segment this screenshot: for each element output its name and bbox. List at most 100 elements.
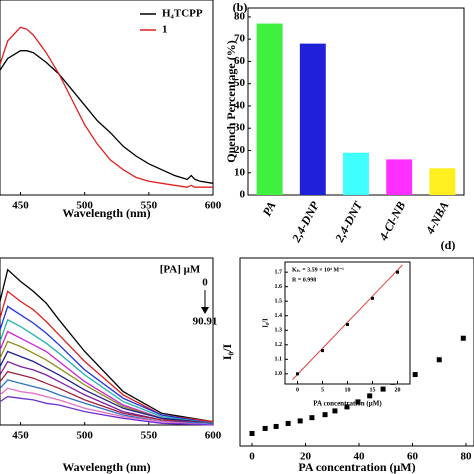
y-tick-label: 70 <box>234 33 246 45</box>
x-tick-label: 600 <box>205 200 222 212</box>
y-tick-label: 10 <box>234 166 246 178</box>
y-axis-label: Quench Percentage (%) <box>224 40 238 162</box>
x-tick-label: 10 <box>345 387 351 393</box>
x-tick-label: 500 <box>76 200 93 212</box>
y-axis-label: I₀/I <box>262 318 270 328</box>
y-tick-label: 1.4 <box>275 313 283 319</box>
point <box>321 349 324 353</box>
y-tick-label: 1.7 <box>275 270 283 276</box>
series-line <box>0 387 214 426</box>
panel-label: (b) <box>233 0 248 14</box>
y-tick-label: 1.0 <box>275 371 283 377</box>
y-tick-label: 50 <box>234 77 246 89</box>
x-axis-label: PA concentration (μM) <box>313 400 382 408</box>
point <box>355 399 361 405</box>
x-tick-label: 450 <box>12 200 29 212</box>
y-tick-label: 1.3 <box>275 328 283 334</box>
y-tick-label: 30 <box>234 122 246 134</box>
x-tick-label: 20 <box>395 387 401 393</box>
bar <box>299 43 326 195</box>
x-tick-label: 5 <box>321 387 324 393</box>
point <box>436 357 442 363</box>
x-tick-label: 0 <box>249 451 255 463</box>
y-axis-label: I₀/I <box>220 344 234 361</box>
annotation: 0 <box>202 277 208 289</box>
annotation: [PA] μM <box>160 264 201 276</box>
point <box>367 393 373 399</box>
series-line <box>0 370 214 424</box>
x-axis-label: PA concentration (μM) <box>298 460 415 474</box>
point <box>296 372 299 376</box>
annotation: R = 0.998 <box>292 277 316 283</box>
point <box>344 404 350 410</box>
x-axis-label: Wavelength (nm) <box>62 206 150 220</box>
y-tick-label: 40 <box>234 99 246 111</box>
point <box>273 423 279 429</box>
y-tick-label: 1.2 <box>275 342 283 348</box>
series-line <box>0 395 214 426</box>
legend-label: 1 <box>162 24 168 36</box>
legend-label: H₄TCPP <box>162 8 203 20</box>
x-tick-label: PA <box>260 199 279 218</box>
annotation: 90.91 <box>193 316 218 328</box>
x-tick-label: 0 <box>296 387 299 393</box>
x-tick-label: 550 <box>141 430 158 442</box>
series-line <box>0 26 213 188</box>
bar <box>386 159 413 195</box>
point <box>285 420 291 426</box>
x-tick-label: 4-NBA <box>422 199 451 237</box>
x-tick-label: 450 <box>12 430 29 442</box>
x-tick-label: 500 <box>76 430 93 442</box>
y-tick-label: 60 <box>234 55 246 67</box>
series-line <box>0 318 214 424</box>
x-tick-label: 60 <box>407 451 419 463</box>
series-line <box>0 379 214 424</box>
y-tick-label: 80 <box>234 10 246 22</box>
series-line <box>0 360 214 424</box>
series-line <box>0 290 214 423</box>
series-line <box>0 50 214 184</box>
x-tick-label: 40 <box>354 451 366 463</box>
plot-frame <box>0 257 214 426</box>
point <box>309 415 315 421</box>
y-tick-label: 1.5 <box>275 299 283 305</box>
fit-line <box>292 264 403 380</box>
point <box>262 425 268 431</box>
series-line <box>0 340 214 424</box>
panel-label: (d) <box>441 238 456 252</box>
x-tick-label: 2,4-DNT <box>332 199 366 246</box>
point <box>371 296 374 300</box>
point <box>249 430 255 436</box>
y-tick-label: 1.1 <box>275 357 283 363</box>
point <box>322 412 328 418</box>
point <box>332 408 338 414</box>
x-tick-label: 4-Cl-NB <box>376 199 409 244</box>
y-tick-label: 0 <box>240 189 246 201</box>
annotation: Kₛᵥ = 3.59 × 10⁴ M⁻¹ <box>292 267 344 273</box>
y-tick-label: 20 <box>234 144 246 156</box>
x-tick-label: 15 <box>370 387 376 393</box>
x-tick-label: 2,4-DNP <box>289 199 323 246</box>
point <box>380 386 386 392</box>
bar <box>343 152 369 195</box>
y-tick-label: 1.6 <box>275 284 283 290</box>
x-tick-label: 600 <box>205 430 222 442</box>
plot-frame <box>0 0 214 196</box>
point <box>297 418 303 424</box>
bar <box>256 23 283 196</box>
plot-frame <box>239 257 474 447</box>
x-axis-label: Wavelength (nm) <box>62 460 150 474</box>
point <box>412 372 418 378</box>
x-tick-label: 80 <box>460 451 472 463</box>
point <box>396 270 399 274</box>
x-tick-label: 20 <box>300 451 312 463</box>
point <box>346 322 349 326</box>
point <box>460 335 466 341</box>
series-line <box>0 330 214 424</box>
x-tick-label: 550 <box>141 200 158 212</box>
series-line <box>0 268 214 423</box>
arrow-head <box>201 307 209 314</box>
bar <box>429 168 456 195</box>
